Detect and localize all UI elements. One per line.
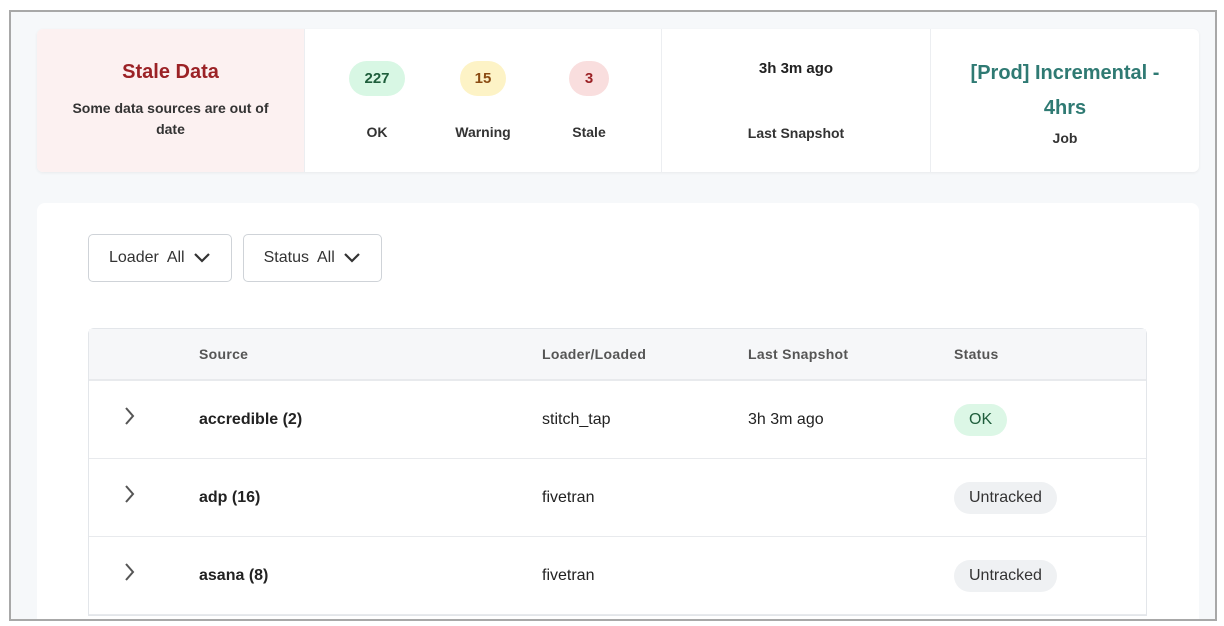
- last-snapshot-summary: 3h 3m ago Last Snapshot: [662, 29, 931, 172]
- source-name: asana (8): [199, 566, 269, 584]
- chevron-right-icon[interactable]: [123, 562, 135, 582]
- source-name: accredible (2): [199, 410, 303, 428]
- stale-alert: Stale Data Some data sources are out of …: [37, 29, 305, 172]
- status-badge: Untracked: [954, 559, 1057, 592]
- chevron-right-icon[interactable]: [123, 484, 135, 504]
- loader: stitch_tap: [542, 410, 611, 428]
- ok-label: OK: [366, 124, 388, 140]
- last-snapshot-value: 3h 3m ago: [758, 60, 834, 77]
- column-header-source[interactable]: Source: [199, 346, 249, 362]
- last-snapshot: 3h 3m ago: [748, 410, 824, 428]
- source-name: adp (16): [199, 488, 261, 506]
- table-header: Source Loader/Loaded Last Snapshot Statu…: [89, 329, 1146, 381]
- filter-label: Status: [263, 249, 309, 266]
- count-stale: 3 Stale: [536, 61, 642, 140]
- alert-title: Stale Data: [122, 61, 219, 83]
- table-row[interactable]: adp (16) fivetran Untracked: [89, 459, 1146, 537]
- filter-value: All: [316, 249, 335, 266]
- job-label: Job: [1052, 129, 1078, 146]
- loader-filter-dropdown[interactable]: Loader All: [88, 234, 232, 282]
- job-summary: [Prod] Incremental - 4hrs Job: [931, 29, 1199, 172]
- table-row[interactable]: accredible (2) stitch_tap 3h 3m ago OK: [89, 381, 1146, 459]
- status-badge: Untracked: [954, 481, 1057, 514]
- sources-panel: Loader All Status All Source Loader/Load…: [37, 203, 1199, 619]
- column-header-last-snapshot[interactable]: Last Snapshot: [748, 346, 849, 362]
- app-window: Stale Data Some data sources are out of …: [9, 10, 1217, 621]
- chevron-down-icon: [193, 253, 210, 263]
- summary-card: Stale Data Some data sources are out of …: [37, 29, 1199, 172]
- chevron-down-icon: [343, 253, 360, 263]
- job-name[interactable]: [Prod] Incremental - 4hrs: [970, 61, 1160, 119]
- status-filter-dropdown[interactable]: Status All: [242, 234, 382, 282]
- last-snapshot-label: Last Snapshot: [747, 125, 845, 141]
- count-warning: 15 Warning: [430, 61, 536, 140]
- filter-value: All: [166, 249, 185, 266]
- warning-label: Warning: [455, 124, 511, 140]
- stale-label: Stale: [572, 124, 606, 140]
- status-counts: 227 OK 15 Warning 3 Stale: [305, 29, 662, 172]
- loader: fivetran: [542, 566, 595, 584]
- status-badge: OK: [954, 403, 1008, 436]
- sources-table: Source Loader/Loaded Last Snapshot Statu…: [88, 328, 1147, 616]
- filter-bar: Loader All Status All: [88, 234, 382, 282]
- column-header-loader[interactable]: Loader/Loaded: [542, 346, 647, 362]
- chevron-right-icon[interactable]: [123, 406, 135, 426]
- ok-count-pill: 227: [349, 61, 405, 96]
- stale-count-pill: 3: [569, 61, 609, 96]
- column-header-status[interactable]: Status: [954, 346, 999, 362]
- loader: fivetran: [542, 488, 595, 506]
- alert-message: Some data sources are out of date: [72, 100, 269, 137]
- warning-count-pill: 15: [459, 61, 507, 96]
- count-ok: 227 OK: [324, 61, 430, 140]
- table-row[interactable]: asana (8) fivetran Untracked: [89, 537, 1146, 615]
- filter-label: Loader: [109, 249, 159, 266]
